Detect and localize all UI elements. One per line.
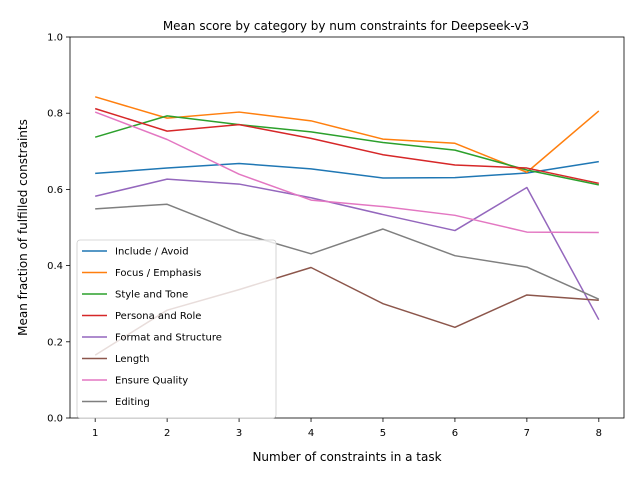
legend-label-8: Editing [115,397,150,408]
series-lines [94,96,600,356]
legend-label-5: Format and Structure [115,333,222,344]
axes-frame [69,36,625,419]
x-tick-label: 1 [92,428,98,439]
x-tick-label: 5 [380,428,386,439]
y-tick-label: 0.0 [47,414,63,425]
x-axis-title: Number of constraints in a task [252,450,441,464]
legend-label-2: Focus / Emphasis [115,268,201,279]
y-tick-label: 0.4 [47,261,63,272]
y-tick-label: 0.6 [47,185,63,196]
legend-label-3: Style and Tone [115,290,188,301]
series-line-3 [94,115,599,186]
legend-box [76,239,277,419]
legend-label-6: Length [115,354,150,365]
series-line-5 [95,178,600,321]
y-tick-label: 1.0 [47,33,63,44]
chart-title: Mean score by category by num constraint… [163,19,529,33]
y-axis-title: Mean fraction of fulfilled constraints [16,119,30,336]
series-line-4 [94,107,599,185]
y-tick-label: 0.2 [47,337,63,348]
x-tick-label: 2 [164,428,170,439]
x-axis: 1 2 3 4 5 6 7 8 [92,418,602,439]
y-axis: 0.0 0.2 0.4 0.6 0.8 1.0 [47,33,70,425]
x-tick-label: 3 [236,428,242,439]
legend-label-4: Persona and Role [115,311,201,322]
series-line-1 [95,160,599,179]
series-line-7 [94,111,599,234]
series-line-8 [95,203,600,300]
y-tick-label: 0.8 [47,109,63,120]
legend-label-1: Include / Avoid [115,247,189,258]
x-tick-label: 8 [596,428,602,439]
x-tick-label: 4 [308,428,314,439]
x-tick-label: 7 [524,428,530,439]
legend-label-7: Ensure Quality [115,376,188,387]
x-tick-label: 6 [452,428,458,439]
legend: Include / Avoid Focus / Emphasis Style and… [76,239,277,419]
axes-spines [69,36,625,419]
